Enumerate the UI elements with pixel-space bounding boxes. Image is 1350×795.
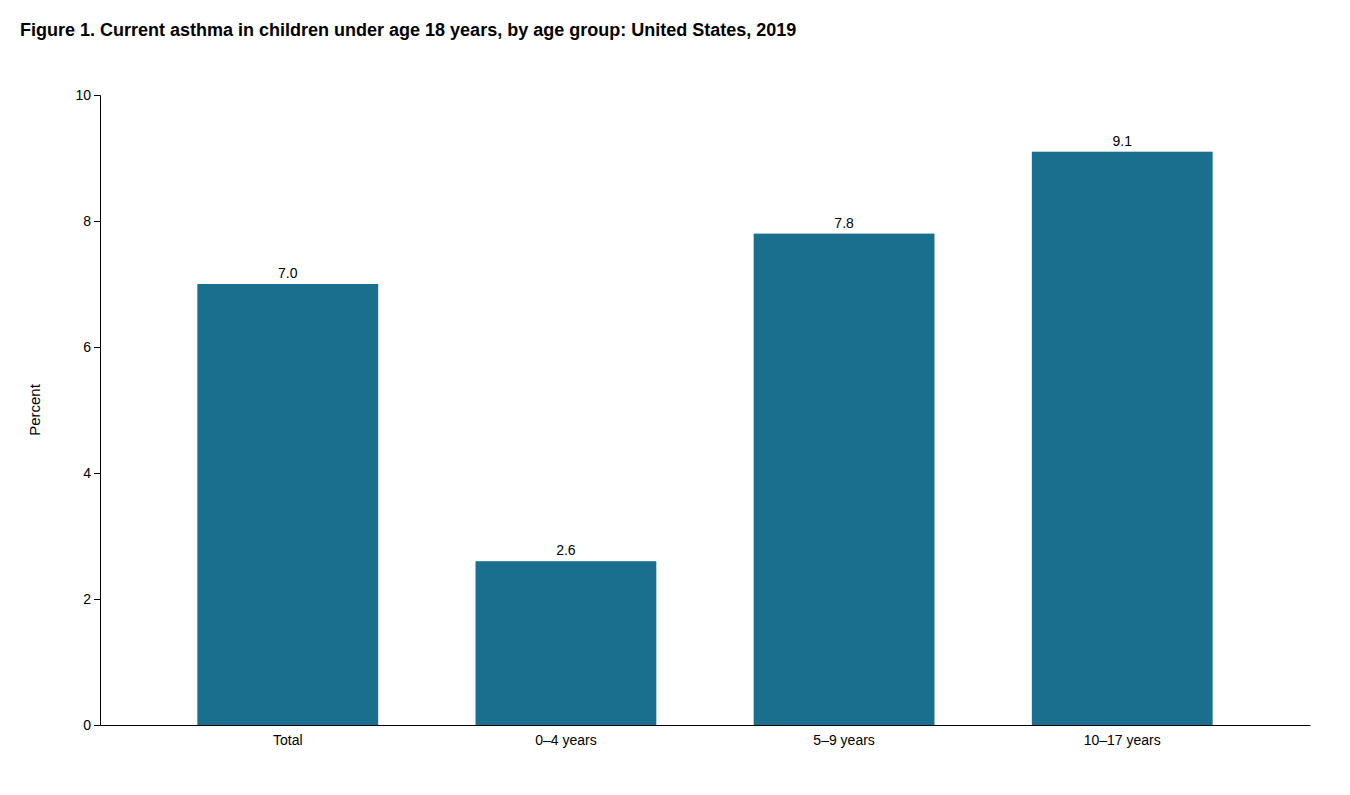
y-tick-label: 0: [83, 717, 91, 733]
x-tick: 5–9 years: [813, 732, 874, 748]
y-tick: 4: [83, 465, 100, 481]
x-tick-label: 10–17 years: [1084, 732, 1161, 748]
chart-title: Figure 1. Current asthma in children und…: [20, 20, 796, 40]
y-tick-mark: [94, 599, 100, 600]
y-axis: 0 2 4 6 8 10: [75, 87, 100, 733]
y-tick-mark: [94, 347, 100, 348]
y-tick-mark: [94, 473, 100, 474]
bar: [1032, 152, 1213, 725]
y-tick-label: 10: [75, 87, 91, 103]
data-label: 7.0: [278, 265, 298, 281]
y-tick: 10: [75, 87, 100, 103]
data-label: 7.8: [834, 215, 854, 231]
chart-svg: Figure 1. Current asthma in children und…: [0, 0, 1350, 795]
bars: [197, 152, 1212, 725]
y-tick-label: 2: [83, 591, 91, 607]
data-labels: 7.0 2.6 7.8 9.1: [278, 133, 1132, 559]
plot-area: 0 2 4 6 8 10 Total 0–4 years 5–9 years 10–17 year…: [26, 87, 1311, 748]
x-tick: Total: [273, 732, 303, 748]
data-label: 2.6: [556, 542, 576, 558]
x-tick-label: Total: [273, 732, 303, 748]
y-tick: 6: [83, 339, 100, 355]
y-tick: 2: [83, 591, 100, 607]
x-axis: Total 0–4 years 5–9 years 10–17 years: [101, 726, 1311, 748]
x-tick-label: 0–4 years: [535, 732, 596, 748]
y-axis-title: Percent: [26, 383, 43, 436]
x-tick: 0–4 years: [535, 732, 596, 748]
bar: [197, 284, 378, 725]
bar: [476, 561, 657, 725]
y-tick: 8: [83, 213, 100, 229]
x-tick: 10–17 years: [1084, 732, 1161, 748]
y-tick-label: 4: [83, 465, 91, 481]
y-tick-label: 6: [83, 339, 91, 355]
y-tick: 0: [83, 717, 100, 733]
y-tick-label: 8: [83, 213, 91, 229]
y-tick-mark: [94, 95, 100, 96]
x-axis-line: [101, 725, 1311, 726]
data-label: 9.1: [1113, 133, 1133, 149]
chart-container: Figure 1. Current asthma in children und…: [0, 0, 1350, 795]
bar: [754, 234, 935, 725]
y-axis-line: [94, 96, 101, 726]
y-tick-mark: [94, 725, 100, 726]
x-tick-label: 5–9 years: [813, 732, 874, 748]
y-tick-mark: [94, 221, 100, 222]
